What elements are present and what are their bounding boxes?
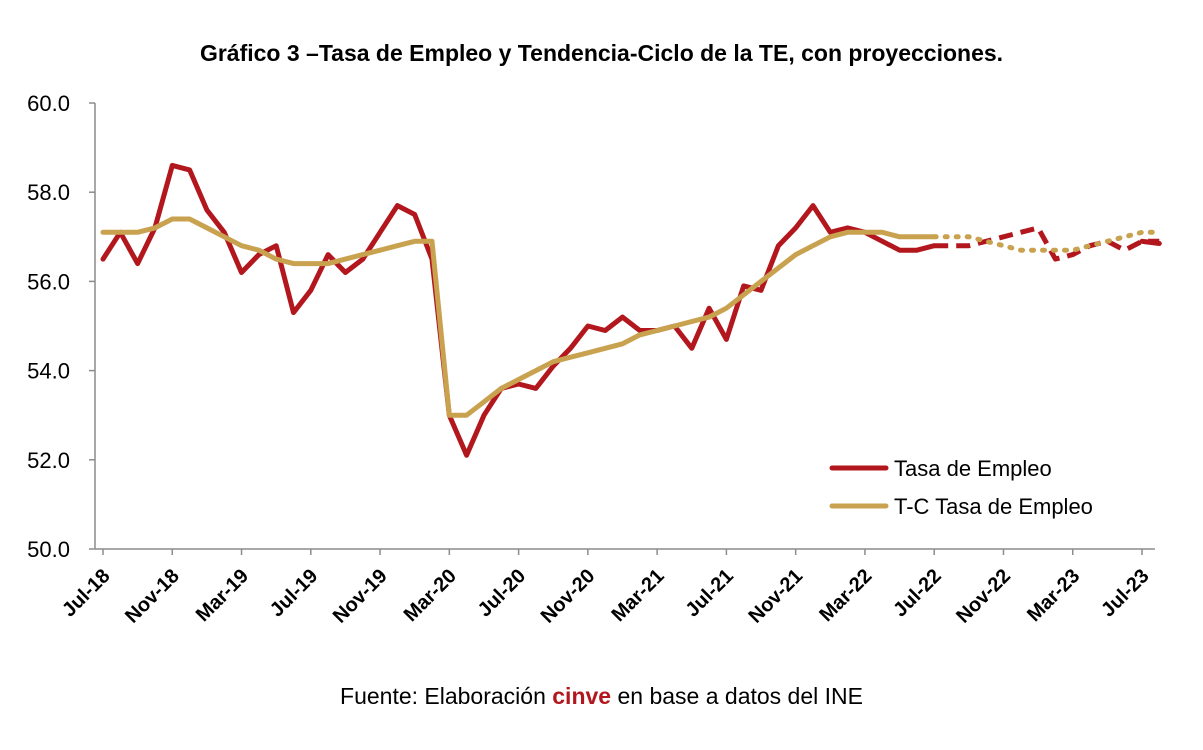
x-tick-label: Jul-22	[889, 565, 945, 621]
x-tick-label: Mar-19	[192, 565, 253, 626]
source-brand: cinve	[552, 683, 612, 709]
y-tick-label: 60.0	[27, 91, 70, 116]
legend-label: T-C Tasa de Empleo	[894, 494, 1093, 519]
chart-axes	[94, 103, 1155, 550]
x-tick-label: Mar-22	[815, 565, 876, 626]
x-tick-label: Nov-20	[537, 565, 600, 628]
source-note: Fuente: Elaboración cinve en base a dato…	[0, 683, 1203, 710]
x-tick-label: Jul-18	[58, 565, 114, 621]
projection-series-line-4	[1139, 238, 1162, 246]
x-tick-label: Mar-21	[608, 565, 669, 626]
x-tick-label: Jul-21	[681, 565, 737, 621]
t-c-tasa-de-empleo-series-line-1	[100, 216, 937, 418]
x-axis-ticks: Jul-18 Nov-18 Mar-19 Jul-19 Nov-19 Mar-20 Jul-…	[58, 549, 1154, 628]
x-tick-label: Nov-22	[952, 565, 1015, 628]
series-layer	[100, 162, 1162, 458]
y-tick-label: 56.0	[27, 269, 70, 294]
y-axis-ticks: 50.0 52.0 54.0 56.0 58.0 60.0	[27, 91, 95, 562]
y-tick-label: 52.0	[27, 448, 70, 473]
source-suffix: en base a datos del INE	[611, 683, 863, 709]
source-prefix: Fuente: Elaboración	[340, 683, 553, 709]
y-tick-label: 58.0	[27, 180, 70, 205]
x-tick-label: Mar-20	[400, 565, 461, 626]
legend-label: Tasa de Empleo	[894, 456, 1052, 481]
y-tick-label: 54.0	[27, 359, 70, 384]
x-tick-label: Nov-21	[744, 565, 807, 628]
x-tick-label: Jul-20	[474, 565, 530, 621]
x-tick-label: Nov-18	[121, 565, 184, 628]
tasa-de-empleo-series-line-0	[100, 162, 937, 458]
projection-series-line-2	[934, 225, 1160, 262]
x-tick-label: Nov-19	[329, 565, 392, 628]
legend: Tasa de Empleo T-C Tasa de Empleo	[829, 456, 1093, 519]
y-tick-label: 50.0	[27, 537, 70, 562]
projection-series-line-3	[931, 229, 1162, 253]
x-tick-label: Mar-23	[1023, 565, 1084, 626]
x-tick-label: Jul-23	[1097, 565, 1153, 621]
chart-title: Gráfico 3 –Tasa de Empleo y Tendencia-Ci…	[199, 40, 1004, 66]
x-tick-label: Jul-19	[266, 565, 322, 621]
